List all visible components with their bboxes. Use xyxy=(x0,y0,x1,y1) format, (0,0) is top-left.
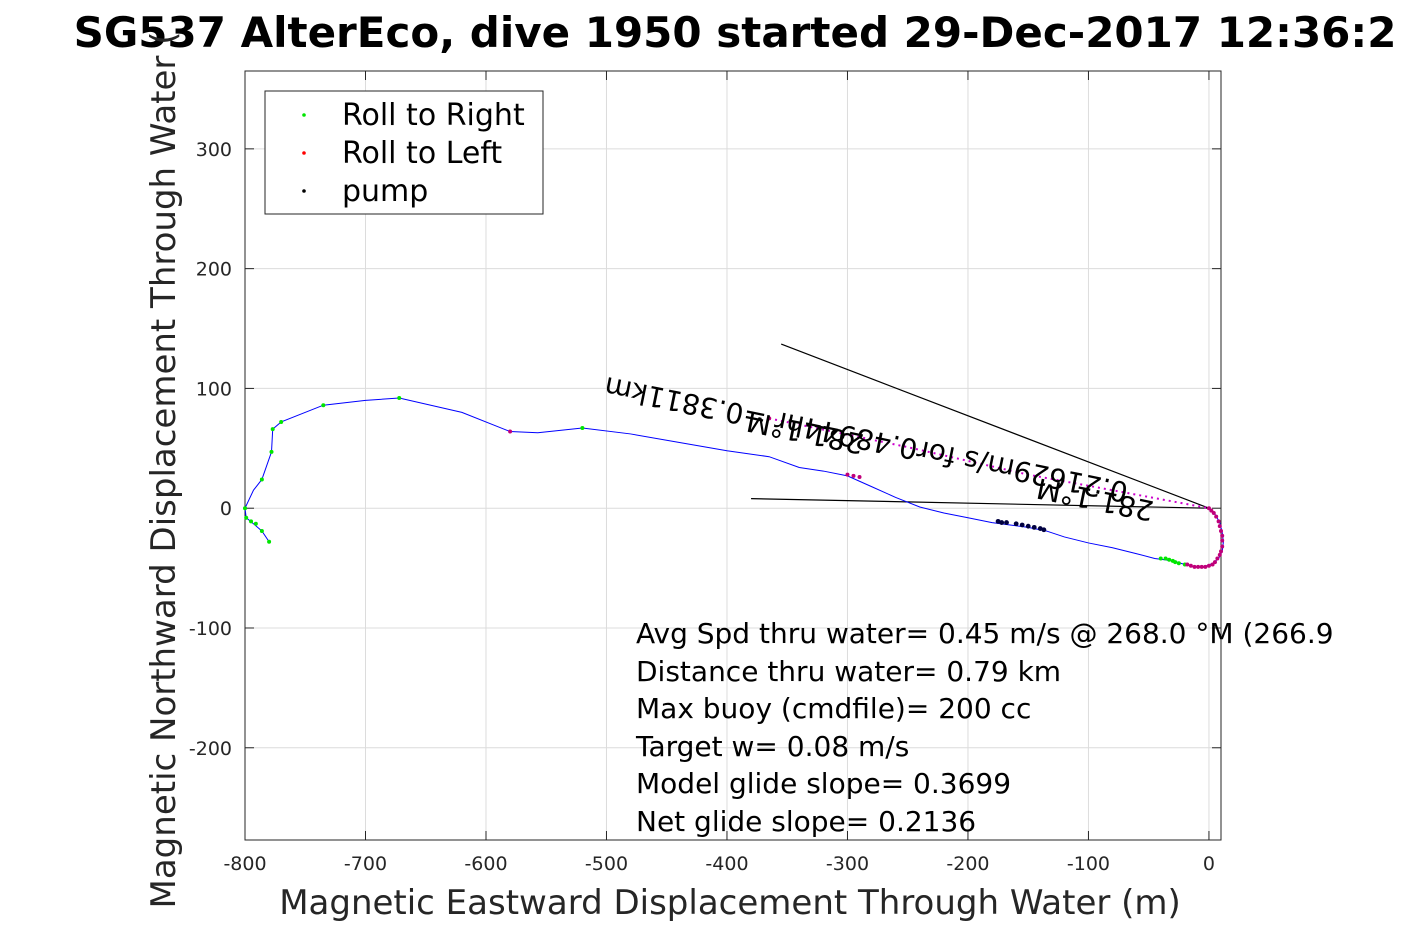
pump-point xyxy=(1031,524,1037,530)
legend-marker-roll-left xyxy=(302,151,306,155)
x-tick-label: -800 xyxy=(223,853,266,875)
pump-point xyxy=(999,520,1005,525)
x-tick-label: -300 xyxy=(826,853,869,875)
y-tick-label: -100 xyxy=(189,618,232,640)
roll-left-point xyxy=(1219,549,1223,554)
current-line xyxy=(768,417,1210,510)
roll-right-point xyxy=(1167,557,1172,562)
roll-left-point xyxy=(1206,563,1211,568)
pump-point xyxy=(995,518,1001,524)
annotation-model-glide: Model glide slope= 0.3699 xyxy=(636,767,1011,800)
legend-label-roll-left: Roll to Left xyxy=(342,136,502,171)
roll-right-point xyxy=(321,403,326,408)
roll-left-point xyxy=(1220,538,1225,543)
roll-left-point xyxy=(845,472,850,477)
pump-point xyxy=(1025,523,1031,529)
roll-left-point xyxy=(1188,563,1193,568)
roll-right-point xyxy=(249,519,254,524)
y-tick-label: 200 xyxy=(196,259,232,281)
y-axis-label: Magnetic Northward Displacement Through … xyxy=(144,32,184,909)
roll-left-point xyxy=(1211,510,1216,515)
chart-title: SG537 AlterEco, dive 1950 started 29-Dec… xyxy=(74,8,1397,57)
roll-right-point xyxy=(1158,556,1163,561)
pump-point xyxy=(1041,527,1047,533)
roll-right-point xyxy=(243,506,247,511)
roll-left-point xyxy=(1217,552,1222,557)
x-tick-label: -700 xyxy=(344,853,387,875)
x-tick-label: -200 xyxy=(946,853,989,875)
roll-right-point xyxy=(279,419,284,424)
roll-left-point xyxy=(1185,562,1190,567)
y-tick-label: 0 xyxy=(220,498,232,520)
pump-point xyxy=(1019,522,1025,528)
roll-left-point xyxy=(1215,556,1220,561)
pump-point xyxy=(1037,526,1043,531)
legend-label-pump: pump xyxy=(342,174,428,209)
roll-right-point xyxy=(397,396,402,401)
y-tick-label: -200 xyxy=(189,738,232,760)
roll-left-point xyxy=(1214,514,1219,519)
annotation-net-glide: Net glide slope= 0.2136 xyxy=(636,805,976,838)
annotation-block: Avg Spd thru water= 0.45 m/s @ 268.0 °M … xyxy=(635,617,1334,838)
roll-left-point xyxy=(1217,524,1222,529)
annotation-distance: Distance thru water= 0.79 km xyxy=(636,655,1061,688)
roll-left-point xyxy=(851,473,856,478)
x-axis-label: Magnetic Eastward Displacement Through W… xyxy=(279,883,1181,923)
legend: Roll to Right Roll to Left pump xyxy=(264,90,544,215)
roll-right-point xyxy=(267,539,272,544)
bearing-line xyxy=(780,343,1210,509)
roll-right-point xyxy=(259,528,264,533)
x-tick-label: -100 xyxy=(1067,853,1110,875)
roll-left-point xyxy=(1219,528,1223,533)
y-tick-label: 300 xyxy=(196,139,232,161)
roll-left-point xyxy=(1220,544,1225,549)
roll-left-point xyxy=(1203,564,1208,569)
roll-left-point xyxy=(1196,564,1201,569)
chart-marks xyxy=(243,343,1225,569)
roll-left-point xyxy=(1199,564,1204,569)
roll-right-point xyxy=(1176,561,1181,566)
pump-point xyxy=(1004,520,1009,525)
roll-left-point xyxy=(1220,533,1225,538)
x-tick-label: -500 xyxy=(585,853,628,875)
roll-right-point xyxy=(1163,556,1168,561)
roll-left-point xyxy=(1216,519,1221,524)
legend-box xyxy=(264,90,544,215)
roll-left-point xyxy=(857,475,862,480)
legend-label-roll-right: Roll to Right xyxy=(342,98,525,133)
x-tick-label: 0 xyxy=(1203,853,1215,875)
roll-left-point xyxy=(508,429,513,434)
roll-right-point xyxy=(253,521,258,526)
annotation-max-buoy: Max buoy (cmdfile)= 200 cc xyxy=(636,692,1031,725)
roll-right-point xyxy=(269,449,274,454)
pump-point xyxy=(1013,521,1019,527)
roll-right-point xyxy=(580,425,585,430)
roll-left-point xyxy=(767,416,772,421)
legend-marker-roll-right xyxy=(302,113,306,117)
roll-right-point xyxy=(1170,558,1175,563)
roll-right-point xyxy=(244,515,249,520)
x-tick-label: -400 xyxy=(705,853,748,875)
axes-box xyxy=(244,70,1222,841)
roll-left-point xyxy=(1210,562,1215,567)
x-tick-label: -600 xyxy=(464,853,507,875)
axis-ticks: -800 -700 -600 -500 -400 -300 -200 -100 0 -200 -10… xyxy=(189,71,1221,875)
grid-lines xyxy=(244,71,1221,840)
roll-right-point xyxy=(270,427,275,432)
bearing-line xyxy=(751,498,1209,509)
legend-marker-pump xyxy=(302,189,306,193)
y-tick-label: 100 xyxy=(196,378,232,400)
roll-right-point xyxy=(259,477,264,482)
annotation-target-w: Target w= 0.08 m/s xyxy=(635,730,909,763)
roll-left-point xyxy=(1192,564,1197,569)
annotation-avg-speed: Avg Spd thru water= 0.45 m/s @ 268.0 °M … xyxy=(636,617,1334,650)
